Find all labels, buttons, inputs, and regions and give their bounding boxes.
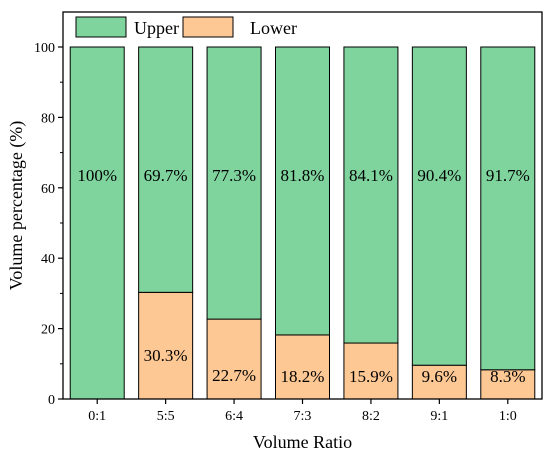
data-label-lower: 9.6% xyxy=(422,367,457,386)
data-label-upper: 77.3% xyxy=(212,166,256,185)
x-tick-label: 0:1 xyxy=(88,409,106,424)
bar-upper-9-1 xyxy=(411,46,467,366)
y-tick-label: 20 xyxy=(41,323,55,338)
data-label-lower: 15.9% xyxy=(349,367,393,386)
data-label-lower: 8.3% xyxy=(490,367,525,386)
data-label-upper: 69.7% xyxy=(144,166,188,185)
x-axis-title: Volume Ratio xyxy=(253,432,352,452)
bar-upper-7-3 xyxy=(275,46,330,336)
bar-lower-7-3 xyxy=(275,334,330,400)
x-tick-label: 7:3 xyxy=(294,409,312,424)
y-tick-label: 60 xyxy=(41,182,55,197)
data-label-upper: 100% xyxy=(77,166,117,185)
data-label-lower: 18.2% xyxy=(281,367,325,386)
y-axis: 0 20 40 60 80 100 xyxy=(34,41,63,408)
x-tick-label: 8:2 xyxy=(362,409,380,424)
bar-upper-5-5 xyxy=(138,46,194,293)
y-tick-label: 80 xyxy=(41,111,55,126)
data-label-upper: 90.4% xyxy=(417,166,461,185)
legend-swatch-lower xyxy=(182,16,234,38)
y-axis-title: Volume percentage (%) xyxy=(6,121,27,291)
bar-upper-6-4 xyxy=(206,46,262,320)
bars-group xyxy=(69,46,536,400)
data-label-upper: 91.7% xyxy=(486,166,530,185)
x-axis: 0:1 5:5 6:4 7:3 8:2 9:1 1:0 xyxy=(88,399,517,424)
data-label-lower: 22.7% xyxy=(212,366,256,385)
data-label-upper: 84.1% xyxy=(349,166,393,185)
bar-lower-5-5 xyxy=(138,291,194,400)
y-tick-label: 100 xyxy=(34,41,55,56)
bar-lower-6-4 xyxy=(206,318,262,400)
legend-label-lower: Lower xyxy=(250,18,297,38)
x-tick-label: 9:1 xyxy=(430,409,448,424)
bar-upper-1-0 xyxy=(480,46,536,371)
bar-upper-8-2 xyxy=(343,46,399,344)
x-tick-label: 1:0 xyxy=(499,409,517,424)
legend-label-upper: Upper xyxy=(134,18,179,38)
legend-swatch-upper xyxy=(75,16,127,38)
bar-lower-9-1 xyxy=(411,364,467,400)
x-tick-label: 5:5 xyxy=(157,409,175,424)
data-label-lower: 30.3% xyxy=(144,346,188,365)
y-tick-label: 0 xyxy=(48,393,55,408)
y-tick-label: 40 xyxy=(41,252,55,267)
bar-upper-0-1 xyxy=(69,46,125,400)
x-tick-label: 6:4 xyxy=(225,409,243,424)
data-label-upper: 81.8% xyxy=(281,166,325,185)
legend: Upper Lower xyxy=(75,16,297,38)
data-labels-group: 100% 69.7% 30.3% 77.3% 22.7% 81.8% 18.2% 84.1% 1… xyxy=(77,166,529,386)
